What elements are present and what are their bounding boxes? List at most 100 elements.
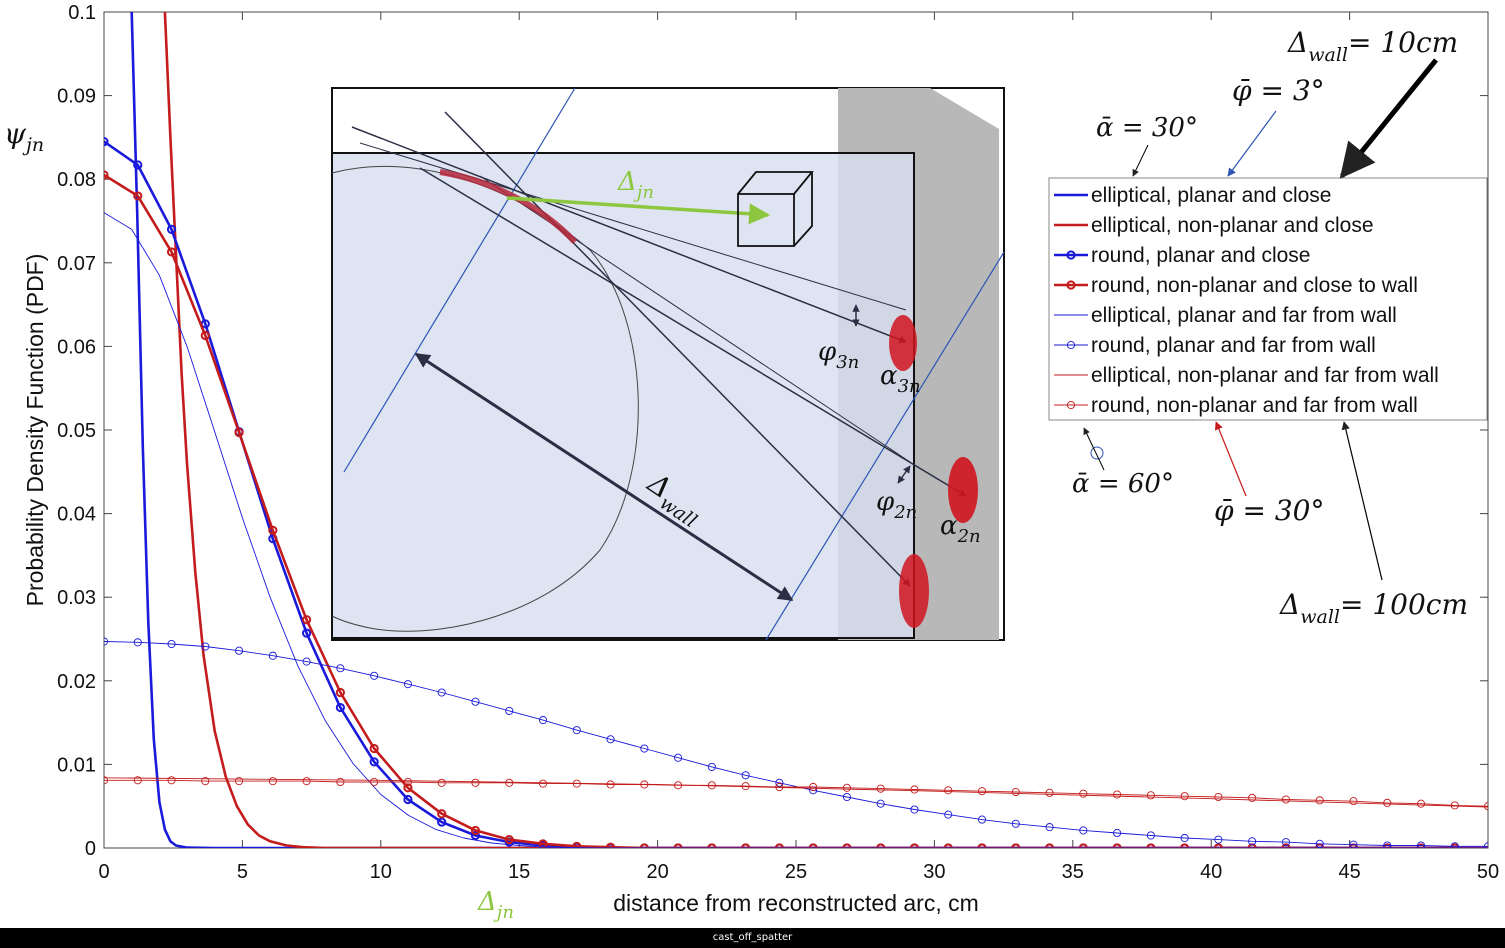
x-axis-label: distance from reconstructed arc, cm [613, 890, 979, 916]
series-5-point [944, 810, 953, 819]
svg-text:Δjn: Δjn [617, 167, 654, 203]
series-7-point [1450, 801, 1459, 810]
x-tick-label: 25 [785, 861, 807, 883]
series-5-point [370, 671, 379, 680]
series-5-point [1450, 842, 1459, 848]
series-7-point [1079, 789, 1088, 798]
series-3-point [1213, 843, 1223, 848]
series-2-point [104, 136, 109, 147]
series-5-point [674, 753, 683, 762]
series-5-point [302, 657, 311, 666]
series-5-point [842, 792, 851, 802]
series-7-point [640, 780, 649, 789]
series-3-point [1112, 843, 1122, 848]
series-7-point [910, 785, 919, 794]
series-7-point [606, 780, 615, 789]
y-tick-label: 0.09 [57, 86, 96, 108]
series-5-point [1248, 837, 1257, 846]
series-7-point [944, 786, 953, 795]
series-3-point [166, 247, 177, 257]
cube-icon [737, 171, 814, 247]
series-2-point [302, 628, 312, 638]
series-7-point [336, 777, 345, 787]
series-7-point [775, 782, 784, 792]
series-7-point [505, 778, 514, 787]
inset-alpha3: α [880, 361, 898, 391]
series-3-point [1450, 843, 1460, 848]
series-7-point [538, 779, 548, 788]
series-7-point [201, 777, 210, 786]
series-7-point [370, 777, 379, 787]
series-5-point [707, 762, 716, 771]
series-5-point [1214, 835, 1223, 844]
series-2-point [369, 757, 379, 767]
series-5-point [1483, 842, 1488, 848]
series-7-point [1315, 796, 1324, 805]
legend-marker [1066, 400, 1076, 410]
series-7-point [104, 776, 109, 785]
legend-label: round, non-planar and far from wall [1091, 394, 1418, 417]
legend-label: round, planar and close [1091, 244, 1311, 267]
stain-3 [889, 315, 917, 371]
series-5-point [1383, 841, 1392, 848]
series-5-point [471, 697, 480, 706]
series-layer [104, 12, 1488, 848]
series-7-point [842, 783, 851, 792]
legend-marker [1066, 250, 1076, 260]
series-3-point [639, 843, 649, 848]
y-tick-label: 0 [85, 838, 96, 860]
series-7-point [1214, 792, 1223, 802]
delta-jn-arrow [506, 196, 771, 225]
series-3-point [403, 783, 413, 793]
series-5-point [606, 735, 615, 744]
x-tick-label: 50 [1477, 861, 1499, 883]
series-3-point [234, 427, 244, 438]
series-3-point [1146, 843, 1156, 848]
x-tick-label: 30 [923, 861, 945, 883]
legend-label: round, non-planar and close to wall [1091, 274, 1418, 297]
series-3-point [1180, 843, 1190, 848]
series-3-point [741, 843, 751, 848]
series-3-point [977, 843, 987, 848]
series-5-point [201, 642, 210, 651]
series-5-point [403, 680, 412, 689]
series-7-point [1011, 787, 1020, 797]
series-5-point [1079, 826, 1088, 835]
series-5-point [741, 771, 750, 780]
legend-label: elliptical, planar and far from wall [1091, 304, 1397, 327]
series-3-point [1281, 843, 1291, 848]
svg-text:Δwall= 100cm: Δwall= 100cm [1279, 588, 1468, 628]
series-3-point [1044, 843, 1055, 848]
series-2-point [166, 224, 177, 234]
series-5-point [268, 651, 277, 660]
y-axis-label: Probability Density Function (PDF) [22, 254, 48, 607]
series-3-point [1078, 843, 1088, 848]
series-5-point [572, 726, 581, 735]
series-3-point [707, 843, 717, 848]
series-2-point [437, 817, 447, 827]
series-5-point [336, 664, 345, 673]
series-2-point [403, 794, 413, 805]
series-3-point [1247, 843, 1257, 848]
reconstructed-arc [439, 169, 578, 245]
series-7-point [977, 787, 987, 796]
series-5-point [505, 706, 514, 715]
series-3-point [200, 330, 210, 341]
y-tick-label: 0.04 [57, 504, 96, 526]
annot-alpha-60: ᾱ [1072, 469, 1090, 499]
series-7-point [437, 778, 446, 787]
legend-marker [1066, 340, 1076, 350]
series-7-point [133, 776, 142, 785]
series-7-point [1383, 798, 1392, 807]
series-7-point [707, 781, 716, 790]
series-7-point [1349, 797, 1358, 806]
y-tick-label: 0.06 [57, 336, 96, 358]
annot-phi-3: φ̄ [1232, 74, 1252, 107]
svg-text:φ3n: φ3n [818, 337, 859, 373]
series-3-point [437, 809, 447, 819]
series-3-point [538, 839, 548, 848]
series-7-point [302, 777, 311, 786]
series-7-point [876, 784, 885, 793]
stain-2 [948, 457, 978, 523]
y-tick-label: 0.07 [57, 253, 96, 275]
